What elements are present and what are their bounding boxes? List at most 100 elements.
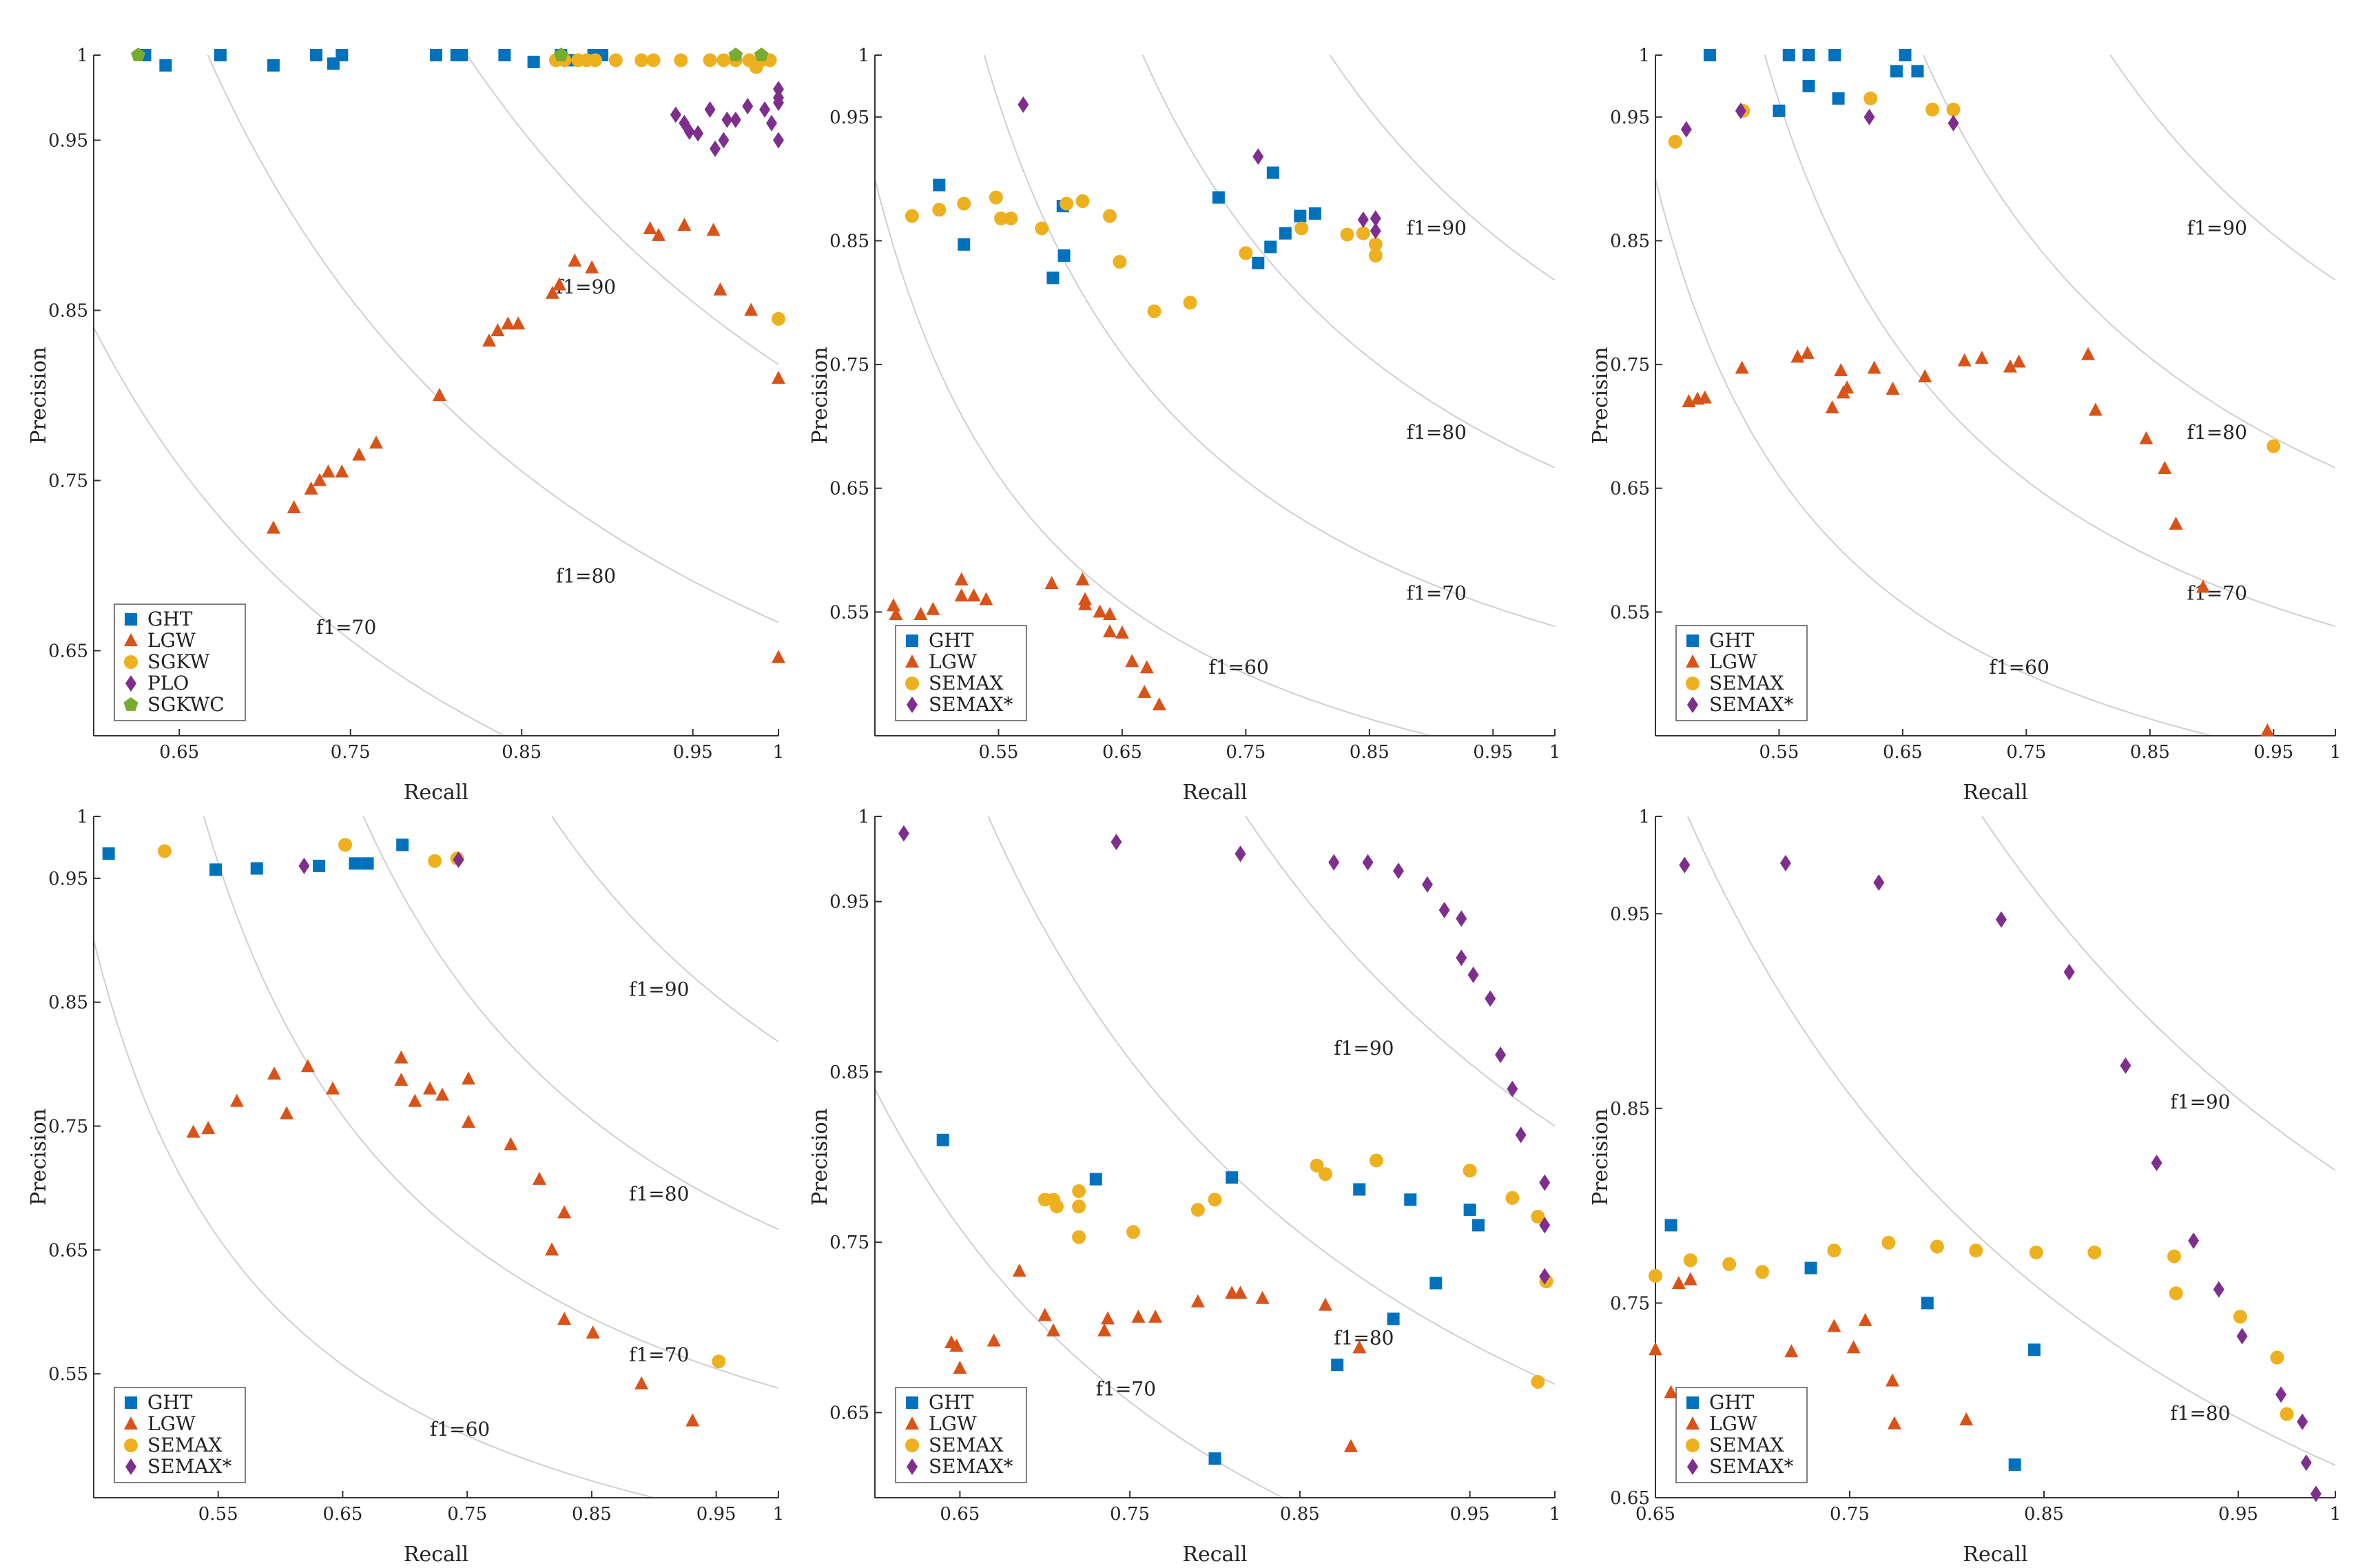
f1-isolines	[94, 816, 778, 1498]
data-point	[394, 1073, 409, 1086]
data-point	[1075, 572, 1090, 586]
x-tick-label: 0.55	[1759, 742, 1799, 763]
data-point	[1921, 1297, 1934, 1310]
f1-curve-label: f1=80	[2170, 1402, 2230, 1425]
data-point	[1974, 351, 1989, 364]
data-point	[1233, 1286, 1248, 1299]
data-point	[352, 447, 366, 461]
data-point	[545, 285, 559, 299]
x-tick-label: 0.85	[572, 1504, 612, 1525]
data-point	[1212, 191, 1225, 204]
data-point	[430, 49, 442, 61]
data-point	[1148, 1309, 1163, 1323]
data-point	[335, 49, 349, 61]
x-tick-label: 0.95	[2253, 742, 2293, 763]
data-point	[1782, 49, 1795, 61]
f1-curve	[1142, 55, 1555, 468]
legend-marker	[124, 1416, 138, 1430]
data-point	[674, 53, 688, 68]
x-tick-label: 0.65	[1102, 742, 1142, 763]
data-point	[553, 48, 568, 61]
data-point	[1755, 1265, 1770, 1279]
data-point	[1072, 1230, 1086, 1244]
data-point	[1044, 576, 1059, 590]
data-point	[557, 1205, 572, 1219]
data-point	[1139, 660, 1154, 674]
data-point	[1131, 1309, 1146, 1323]
data-point	[2297, 1413, 2309, 1430]
data-point	[1858, 1312, 1872, 1326]
data-point	[2003, 359, 2018, 373]
series-ght	[933, 166, 1321, 285]
data-point	[1649, 1268, 1662, 1283]
data-point	[1111, 834, 1122, 851]
x-tick-label: 0.75	[1830, 1504, 1870, 1525]
data-point	[949, 1338, 964, 1352]
y-tick-label: 1	[76, 45, 88, 66]
data-point	[987, 1333, 1001, 1347]
data-point	[1357, 211, 1369, 228]
data-point	[2008, 1458, 2021, 1471]
data-point	[1183, 296, 1197, 310]
data-point	[1957, 353, 1972, 367]
data-point	[369, 435, 384, 449]
data-point	[634, 1376, 649, 1390]
data-point	[533, 1171, 547, 1185]
y-tick-label: 0.95	[48, 869, 88, 889]
legend-marker	[125, 613, 137, 626]
x-tick-label: 0.75	[1110, 1504, 1150, 1525]
data-point	[1352, 1340, 1367, 1354]
data-point	[498, 49, 511, 61]
data-point	[2169, 516, 2183, 530]
data-point	[957, 196, 971, 211]
series-ght	[138, 49, 609, 72]
legend-marker	[1687, 1458, 1698, 1475]
data-point	[1539, 1174, 1551, 1191]
data-point	[2081, 347, 2096, 360]
x-tick-label: 0.75	[1226, 742, 1266, 763]
data-point	[287, 500, 301, 514]
data-point	[958, 238, 971, 251]
data-point	[1668, 134, 1682, 149]
data-point	[1703, 49, 1716, 61]
x-tick-label: 1	[2330, 1504, 2342, 1525]
data-point	[1037, 1308, 1052, 1321]
series-semax-star	[298, 851, 464, 874]
data-point	[1362, 854, 1374, 871]
data-point	[304, 481, 318, 495]
data-point	[422, 1081, 437, 1095]
series-ght	[102, 838, 409, 876]
data-point	[1235, 845, 1246, 863]
data-point	[1208, 1193, 1222, 1207]
data-point	[1328, 854, 1340, 871]
data-point	[1369, 1153, 1383, 1168]
data-point	[646, 53, 661, 68]
data-point	[1531, 1374, 1545, 1389]
data-point	[1679, 856, 1691, 874]
data-point	[634, 53, 649, 68]
legend-marker	[905, 654, 919, 668]
f1-curve	[207, 55, 778, 623]
legend-entry-label: LGW	[1709, 650, 1757, 673]
series-semax-star	[1680, 102, 1959, 138]
data-point	[1102, 606, 1117, 620]
legend-marker	[124, 633, 138, 646]
data-point	[1722, 1257, 1737, 1271]
data-point	[730, 111, 741, 128]
data-point	[1649, 1342, 1662, 1356]
data-point	[718, 132, 730, 149]
data-point	[1113, 254, 1127, 269]
data-point	[710, 140, 721, 157]
data-point	[1018, 96, 1029, 113]
data-point	[1368, 237, 1383, 251]
data-point	[1890, 65, 1903, 78]
data-point	[2213, 1281, 2224, 1298]
f1-curve-label: f1=90	[1407, 216, 1467, 239]
scatter-panel-6: f1=80 f1=90 0.65 0.75 0.85 0.95 1 0.65 0.75 0.85 0…	[1589, 807, 2342, 1567]
f1-curve-label: f1=80	[629, 1182, 689, 1205]
data-point	[1834, 363, 1848, 377]
legend-marker	[125, 1396, 137, 1409]
data-point	[1102, 624, 1117, 638]
data-point	[568, 253, 582, 267]
